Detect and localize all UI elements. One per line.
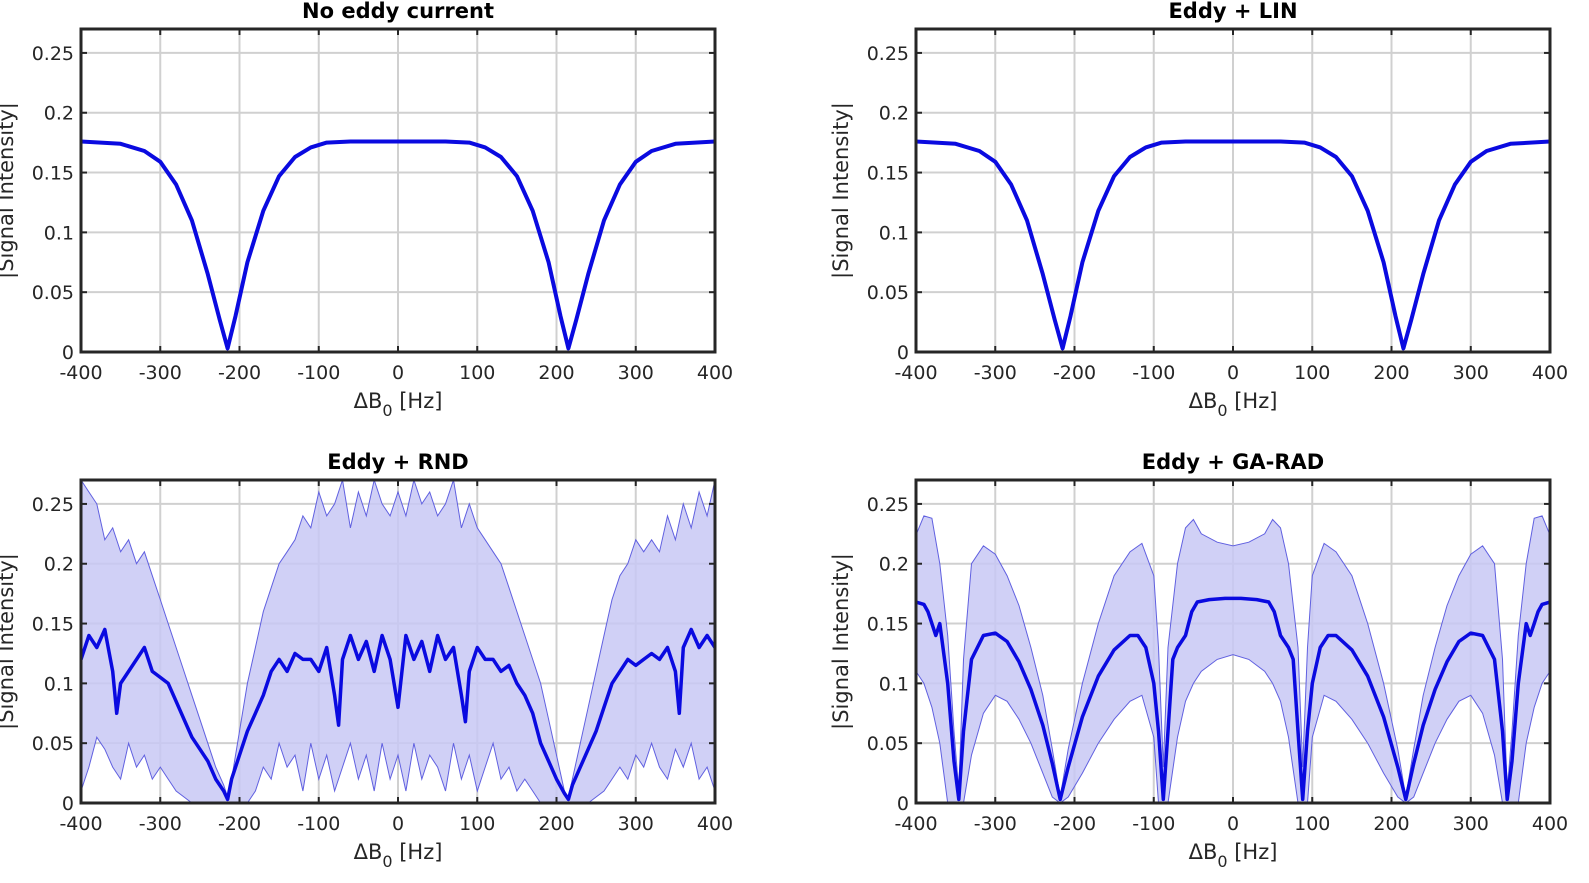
x-axis-label-main: ΔB (1189, 840, 1218, 864)
x-tick-label: 200 (538, 813, 574, 835)
y-tick-label: 0.15 (32, 614, 74, 636)
y-tick-label: 0.15 (32, 163, 74, 185)
x-tick-label: -200 (1053, 813, 1096, 835)
x-axis-label-subscript: 0 (382, 401, 392, 420)
x-axis-label-subscript: 0 (382, 852, 392, 871)
y-tick-label: 0.1 (879, 673, 909, 695)
y-tick-label: 0.2 (879, 103, 909, 125)
y-tick-label: 0.05 (32, 282, 74, 304)
x-tick-label: 0 (1227, 362, 1239, 384)
x-axis-label-main: ΔB (354, 389, 383, 413)
x-tick-label: 200 (538, 362, 574, 384)
y-tick-label: 0 (897, 793, 909, 815)
y-tick-label: 0.1 (44, 673, 74, 695)
x-tick-label: 0 (392, 362, 404, 384)
std-band (81, 480, 715, 803)
x-tick-label: -300 (139, 362, 182, 384)
x-tick-label: -300 (139, 813, 182, 835)
x-tick-label: -100 (1132, 362, 1175, 384)
x-tick-label: -200 (218, 362, 261, 384)
subplot-no-eddy-current: -400 -300 -200 -100 0 100 200 300 400 0 0.05 0.1 0.1… (0, 0, 733, 420)
x-tick-label: -200 (1053, 362, 1096, 384)
x-axis-label: ΔB0 [Hz] (1189, 840, 1278, 871)
y-axis-label: |Signal Intensity| (829, 553, 854, 730)
x-tick-label: 100 (1294, 362, 1330, 384)
x-axis-label: ΔB0 [Hz] (354, 840, 443, 871)
y-axis-label: |Signal Intensity| (829, 102, 854, 279)
subplot-title: Eddy + LIN (1168, 0, 1297, 23)
x-tick-label: -200 (218, 813, 261, 835)
x-tick-label: 0 (392, 813, 404, 835)
series-line-mean (916, 596, 1550, 802)
series-line-mean (81, 627, 715, 802)
x-axis-label-unit: [Hz] (393, 389, 443, 413)
x-tick-label: 100 (459, 813, 495, 835)
y-tick-label: 0 (62, 342, 74, 364)
x-axis-label-subscript: 0 (1217, 852, 1227, 871)
x-tick-label: -400 (59, 362, 102, 384)
y-tick-label: 0.15 (867, 614, 909, 636)
x-axis-label-main: ΔB (1189, 389, 1218, 413)
y-tick-label: 0.2 (879, 554, 909, 576)
x-tick-label: 100 (1294, 813, 1330, 835)
x-tick-label: 400 (1532, 813, 1568, 835)
x-tick-label: -400 (894, 362, 937, 384)
y-axis-label: |Signal Intensity| (0, 553, 19, 730)
y-tick-label: 0.25 (32, 494, 74, 516)
x-tick-label: -400 (59, 813, 102, 835)
x-tick-label: 400 (1532, 362, 1568, 384)
x-tick-label: -300 (974, 813, 1017, 835)
y-tick-label: 0.05 (867, 282, 909, 304)
y-tick-label: 0.25 (867, 43, 909, 65)
y-tick-label: 0 (62, 793, 74, 815)
subplot-title: Eddy + GA-RAD (1142, 450, 1324, 474)
x-tick-label: 400 (697, 813, 733, 835)
y-tick-label: 0.05 (867, 733, 909, 755)
y-tick-label: 0.25 (32, 43, 74, 65)
x-axis-label-unit: [Hz] (1228, 840, 1278, 864)
series-line-mean (916, 139, 1550, 351)
x-tick-label: 300 (1453, 813, 1489, 835)
x-tick-label: 100 (459, 362, 495, 384)
std-band (916, 515, 1550, 803)
subplot-title: No eddy current (302, 0, 494, 23)
x-axis-label-unit: [Hz] (393, 840, 443, 864)
x-axis-label-unit: [Hz] (1228, 389, 1278, 413)
subplot-eddy-lin: -400 -300 -200 -100 0 100 200 300 400 0 0.05 0.1 0.1… (829, 0, 1568, 420)
x-tick-label: -400 (894, 813, 937, 835)
y-tick-label: 0.25 (867, 494, 909, 516)
x-axis-label-subscript: 0 (1217, 401, 1227, 420)
x-tick-label: -300 (974, 362, 1017, 384)
x-tick-label: 300 (618, 813, 654, 835)
y-tick-label: 0.05 (32, 733, 74, 755)
x-tick-label: -100 (297, 362, 340, 384)
y-tick-label: 0.1 (44, 222, 74, 244)
subplot-eddy-rnd: -400 -300 -200 -100 0 100 200 300 400 0 0.05 0.1 0.1… (0, 450, 733, 871)
x-tick-label: 200 (1373, 362, 1409, 384)
x-tick-label: 400 (697, 362, 733, 384)
x-tick-label: 300 (1453, 362, 1489, 384)
subplot-title: Eddy + RND (327, 450, 469, 474)
y-tick-label: 0 (897, 342, 909, 364)
x-tick-label: -100 (297, 813, 340, 835)
x-tick-label: -100 (1132, 813, 1175, 835)
x-tick-label: 200 (1373, 813, 1409, 835)
y-tick-label: 0.15 (867, 163, 909, 185)
x-tick-label: 0 (1227, 813, 1239, 835)
x-axis-label: ΔB0 [Hz] (354, 389, 443, 420)
y-tick-label: 0.2 (44, 554, 74, 576)
x-axis-label: ΔB0 [Hz] (1189, 389, 1278, 420)
y-axis-label: |Signal Intensity| (0, 102, 19, 279)
y-tick-label: 0.2 (44, 103, 74, 125)
series-line-mean (81, 139, 715, 351)
subplot-eddy-ga-rad: -400 -300 -200 -100 0 100 200 300 400 0 0.05 0.1 0.1… (829, 450, 1568, 871)
x-tick-label: 300 (618, 362, 654, 384)
y-tick-label: 0.1 (879, 222, 909, 244)
x-axis-label-main: ΔB (354, 840, 383, 864)
